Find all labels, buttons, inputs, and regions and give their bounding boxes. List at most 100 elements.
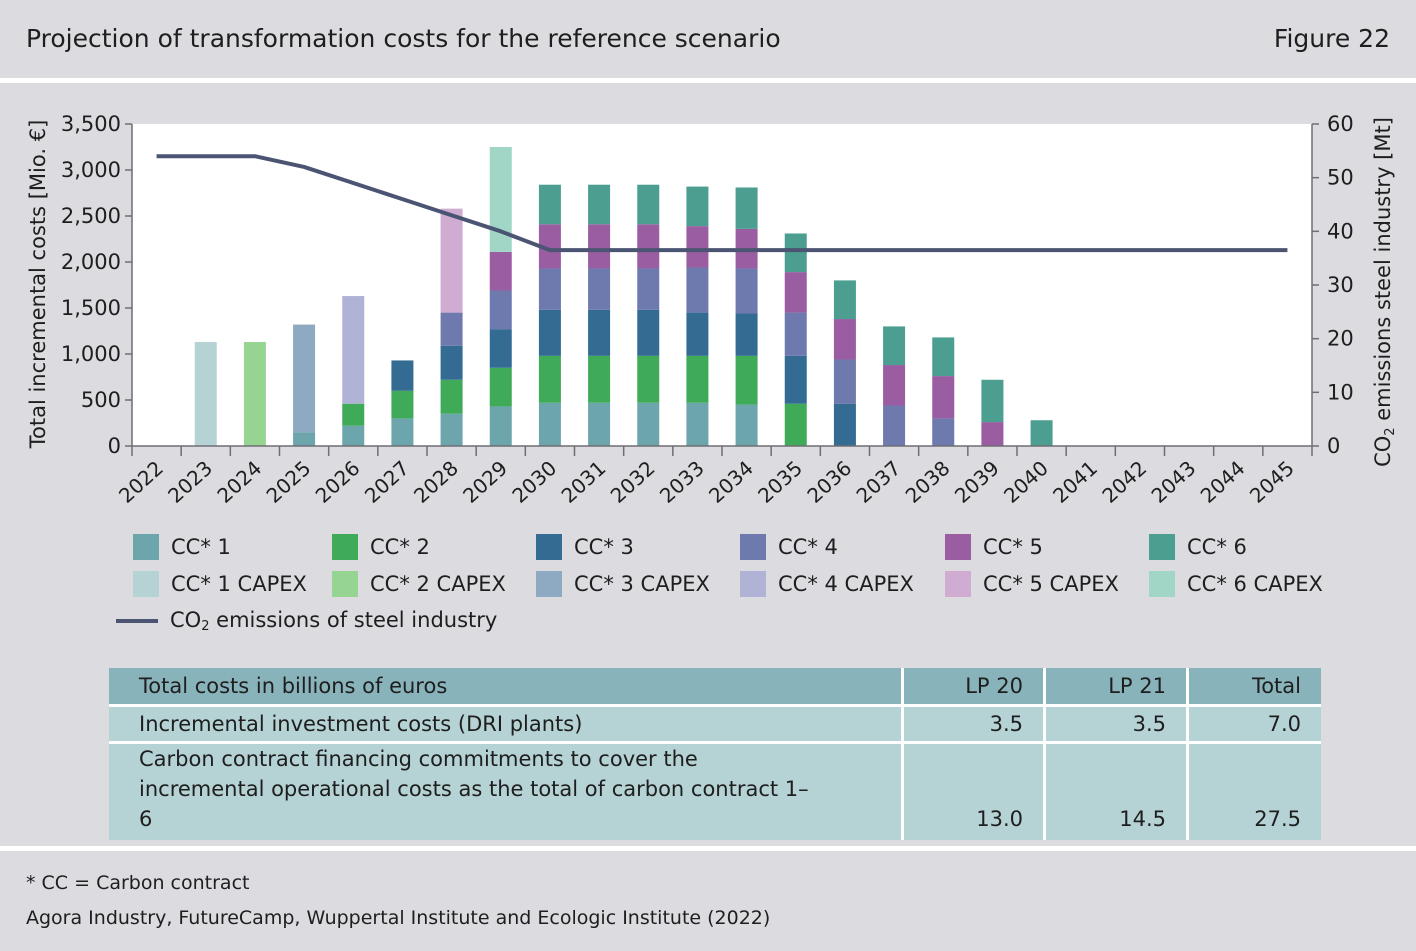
bar-segment <box>735 313 758 356</box>
legend-item: CC* 3 <box>536 534 634 560</box>
bar-segment <box>637 402 660 446</box>
table-cell: 3.5 <box>1044 704 1189 743</box>
y-tick-label: 0 <box>108 434 121 458</box>
cost-chart: 05001,0001,5002,0002,5003,0003,500010203… <box>26 112 1398 508</box>
bar-segment <box>686 402 709 446</box>
legend-line-swatch <box>116 619 158 623</box>
bar-segment <box>784 312 807 356</box>
bar-segment <box>686 226 709 268</box>
legend-label: CC* 4 CAPEX <box>778 572 914 596</box>
bar-segment <box>243 342 266 446</box>
bar-segment <box>588 268 611 310</box>
bar-segment <box>538 309 561 356</box>
footnote: * CC = Carbon contract <box>26 872 250 894</box>
bar-segment <box>883 405 906 446</box>
x-tick-label: 2022 <box>114 456 168 508</box>
legend-co2-label: CO2 emissions of steel industry <box>170 608 498 634</box>
bar-segment <box>391 360 414 391</box>
legend-item: CC* 1 CAPEX <box>133 571 307 597</box>
bar-segment <box>489 290 512 330</box>
table-row: Incremental investment costs (DRI plants… <box>109 704 1321 743</box>
bar-segment <box>489 147 512 252</box>
chart-title: Projection of transformation costs for t… <box>26 24 781 53</box>
bar-segment <box>637 355 660 403</box>
table-cell: Incremental investment costs (DRI plants… <box>109 704 904 743</box>
y2-tick-label: 0 <box>1327 434 1340 458</box>
legend-co2-line: CO2 emissions of steel industry <box>116 608 497 634</box>
y-tick-label: 3,000 <box>61 158 121 182</box>
y-tick-label: 1,000 <box>61 342 121 366</box>
x-tick-label: 2025 <box>262 456 316 508</box>
bar-segment <box>784 233 807 273</box>
legend-swatch <box>332 534 358 560</box>
bar-segment <box>932 376 955 419</box>
bar-segment <box>932 337 955 377</box>
bar-segment <box>637 268 660 310</box>
legend-swatch <box>740 571 766 597</box>
table-cell: 27.5 <box>1187 741 1321 840</box>
x-tick-label: 2045 <box>1245 456 1299 508</box>
bar-segment <box>293 432 316 446</box>
bar-segment <box>440 379 463 414</box>
y-tick-label: 2,000 <box>61 250 121 274</box>
x-tick-label: 2042 <box>1097 456 1151 508</box>
bar-segment <box>735 355 758 405</box>
legend-item: CC* 2 <box>332 534 430 560</box>
legend-label: CC* 4 <box>778 535 838 559</box>
bar-segment <box>833 280 856 320</box>
legend-swatch <box>536 534 562 560</box>
bar-segment <box>342 296 365 404</box>
bar-segment <box>440 208 463 313</box>
legend-label: CC* 3 <box>574 535 634 559</box>
x-tick-label: 2033 <box>655 456 709 508</box>
bar-segment <box>686 186 709 227</box>
legend-item: CC* 5 <box>945 534 1043 560</box>
y-tick-label: 3,500 <box>61 112 121 136</box>
table-header-row: Total costs in billions of euros LP 20 L… <box>109 668 1321 706</box>
y-tick-label: 500 <box>81 388 121 412</box>
legend-label: CC* 5 CAPEX <box>983 572 1119 596</box>
bar-segment <box>981 379 1004 423</box>
table-cell: 7.0 <box>1187 704 1321 743</box>
table-header: LP 20 <box>902 668 1046 706</box>
y2-tick-label: 30 <box>1327 273 1354 297</box>
bar-segment <box>342 425 365 446</box>
bar-segment <box>440 345 463 380</box>
bar-segment <box>489 406 512 446</box>
table-header: Total costs in billions of euros <box>109 668 904 706</box>
legend-swatch <box>332 571 358 597</box>
bar-segment <box>440 312 463 346</box>
x-tick-label: 2037 <box>852 456 906 508</box>
table-header: LP 21 <box>1044 668 1189 706</box>
bar-segment <box>538 224 561 269</box>
legend-label: CC* 6 <box>1187 535 1247 559</box>
x-tick-label: 2028 <box>409 456 463 508</box>
legend-swatch <box>133 534 159 560</box>
legend-item: CC* 6 <box>1149 534 1247 560</box>
bar-segment <box>588 224 611 269</box>
bar-segment <box>686 267 709 313</box>
bar-segment <box>883 365 906 406</box>
x-tick-label: 2031 <box>557 456 611 508</box>
bar-segment <box>588 184 611 225</box>
bar-segment <box>391 390 414 419</box>
bar-segment <box>391 418 414 446</box>
x-tick-label: 2041 <box>1048 456 1102 508</box>
x-tick-label: 2026 <box>311 456 365 508</box>
y2-tick-label: 60 <box>1327 112 1354 136</box>
bottom-divider <box>0 846 1416 851</box>
source: Agora Industry, FutureCamp, Wuppertal In… <box>26 907 771 929</box>
bar-segment <box>637 224 660 269</box>
table-row: Carbon contract financing commitments to… <box>109 741 1321 840</box>
x-tick-label: 2040 <box>999 456 1053 508</box>
bar-segment <box>538 184 561 225</box>
legend-swatch <box>945 534 971 560</box>
bar-segment <box>784 272 807 313</box>
legend-item: CC* 2 CAPEX <box>332 571 506 597</box>
legend-item: CC* 6 CAPEX <box>1149 571 1323 597</box>
bar-segment <box>735 187 758 229</box>
legend-swatch <box>740 534 766 560</box>
bar-segment <box>735 404 758 446</box>
bar-segment <box>293 324 316 433</box>
bar-segment <box>194 342 217 446</box>
